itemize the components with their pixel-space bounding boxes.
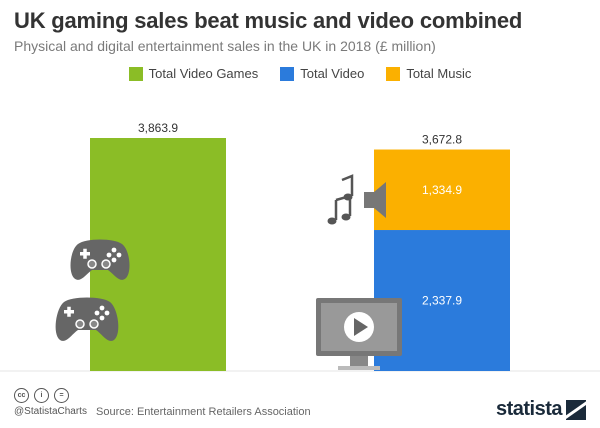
legend: Total Video Games Total Video Total Musi…: [0, 66, 600, 81]
music-notes-icon: [327, 174, 354, 225]
legend-item-video-games: Total Video Games: [128, 66, 259, 81]
license-icons: cc i =: [14, 388, 69, 403]
nd-icon: =: [54, 388, 69, 403]
twitter-handle: @StatistaCharts: [14, 406, 87, 417]
statista-logo: statista: [496, 398, 586, 421]
data-label-total-video: 2,337.9: [422, 294, 462, 308]
source-note: Source: Entertainment Retailers Associat…: [96, 406, 311, 418]
game-controller-icon: [70, 239, 130, 280]
legend-label-video-games: Total Video Games: [148, 66, 259, 81]
brand-mark-icon: [566, 399, 586, 420]
monitor-play-icon: [316, 298, 402, 370]
bars-group: 3,863.9 2,337.9 1,334.9 3,672.8: [90, 121, 510, 371]
legend-swatch-video-games: [128, 66, 143, 81]
legend-swatch-video: [280, 66, 295, 81]
data-label-total-music: 1,334.9: [422, 183, 462, 197]
by-icon: i: [34, 388, 49, 403]
chart-subtitle: Physical and digital entertainment sales…: [14, 38, 436, 54]
gamepad-icon: [55, 297, 119, 341]
legend-label-music: Total Music: [406, 66, 472, 81]
speaker-icon: [364, 182, 386, 218]
bar-total-music: [374, 149, 510, 231]
total-label-0: 3,863.9: [138, 121, 178, 135]
cc-icon: cc: [14, 388, 29, 403]
legend-swatch-music: [386, 66, 401, 81]
legend-item-video: Total Video: [280, 66, 364, 81]
chart-title: UK gaming sales beat music and video com…: [14, 8, 523, 33]
total-label-1: 3,672.8: [422, 133, 462, 147]
legend-label-video: Total Video: [300, 66, 365, 81]
brand-text: statista: [495, 398, 563, 420]
legend-item-music: Total Music: [386, 66, 471, 81]
